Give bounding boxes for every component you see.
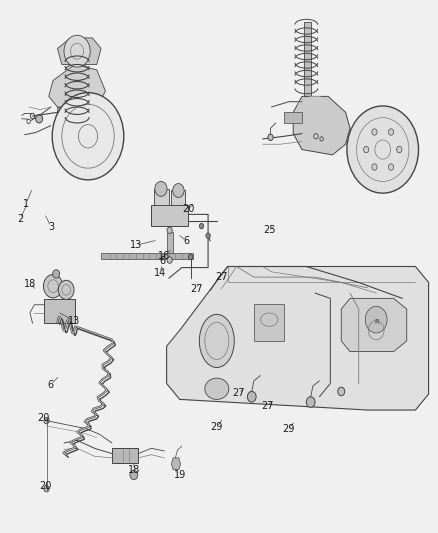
Circle shape	[389, 164, 394, 170]
Text: 29: 29	[211, 422, 223, 432]
Polygon shape	[57, 38, 101, 64]
Polygon shape	[101, 253, 193, 259]
Text: 13: 13	[68, 316, 80, 326]
Text: 6: 6	[183, 236, 189, 246]
Text: 2: 2	[17, 214, 24, 224]
Circle shape	[397, 147, 402, 153]
Polygon shape	[285, 112, 302, 123]
Polygon shape	[44, 300, 75, 324]
Circle shape	[188, 254, 193, 260]
Text: 6: 6	[159, 256, 165, 266]
Text: 14: 14	[154, 268, 166, 278]
Circle shape	[167, 227, 172, 233]
Text: 20: 20	[37, 413, 49, 423]
Text: 29: 29	[283, 424, 295, 434]
Text: 6: 6	[48, 379, 54, 390]
Text: 27: 27	[233, 388, 245, 398]
Polygon shape	[166, 266, 428, 410]
Text: 27: 27	[215, 272, 227, 282]
Polygon shape	[153, 189, 169, 205]
Circle shape	[338, 387, 345, 395]
Text: 27: 27	[261, 401, 273, 411]
Circle shape	[44, 486, 49, 492]
Ellipse shape	[199, 314, 234, 368]
Polygon shape	[171, 190, 185, 205]
Circle shape	[247, 391, 256, 402]
Circle shape	[206, 233, 210, 238]
Text: 18: 18	[24, 279, 36, 288]
Circle shape	[167, 257, 172, 263]
Circle shape	[53, 270, 60, 278]
Text: 1: 1	[23, 199, 29, 209]
Text: 20: 20	[182, 204, 194, 214]
Circle shape	[372, 129, 377, 135]
Polygon shape	[151, 205, 188, 226]
Circle shape	[130, 470, 138, 480]
Text: 3: 3	[48, 222, 54, 232]
Text: 13: 13	[130, 240, 142, 250]
Circle shape	[173, 183, 184, 197]
Circle shape	[199, 223, 204, 229]
Text: 27: 27	[190, 284, 202, 294]
Polygon shape	[49, 64, 106, 107]
Polygon shape	[57, 107, 77, 123]
Polygon shape	[171, 458, 180, 470]
Text: 16: 16	[158, 251, 170, 261]
Circle shape	[35, 115, 42, 123]
Polygon shape	[112, 448, 138, 463]
Polygon shape	[254, 304, 285, 341]
Text: 20: 20	[39, 481, 51, 490]
Text: 18: 18	[128, 465, 140, 474]
Circle shape	[268, 134, 273, 141]
Ellipse shape	[205, 378, 229, 399]
Circle shape	[43, 274, 63, 298]
Circle shape	[347, 106, 419, 193]
Circle shape	[58, 280, 74, 300]
Polygon shape	[341, 298, 407, 352]
Polygon shape	[304, 22, 311, 96]
Circle shape	[64, 35, 90, 67]
Circle shape	[44, 417, 49, 424]
Circle shape	[306, 397, 315, 407]
Polygon shape	[77, 110, 95, 120]
Circle shape	[372, 164, 377, 170]
Polygon shape	[166, 232, 173, 253]
Circle shape	[364, 147, 369, 153]
Circle shape	[52, 93, 124, 180]
Text: 19: 19	[173, 470, 186, 480]
Polygon shape	[293, 96, 350, 155]
Circle shape	[389, 129, 394, 135]
Text: 25: 25	[263, 225, 276, 236]
Text: R: R	[374, 319, 379, 325]
Circle shape	[365, 306, 387, 333]
Circle shape	[155, 181, 167, 196]
